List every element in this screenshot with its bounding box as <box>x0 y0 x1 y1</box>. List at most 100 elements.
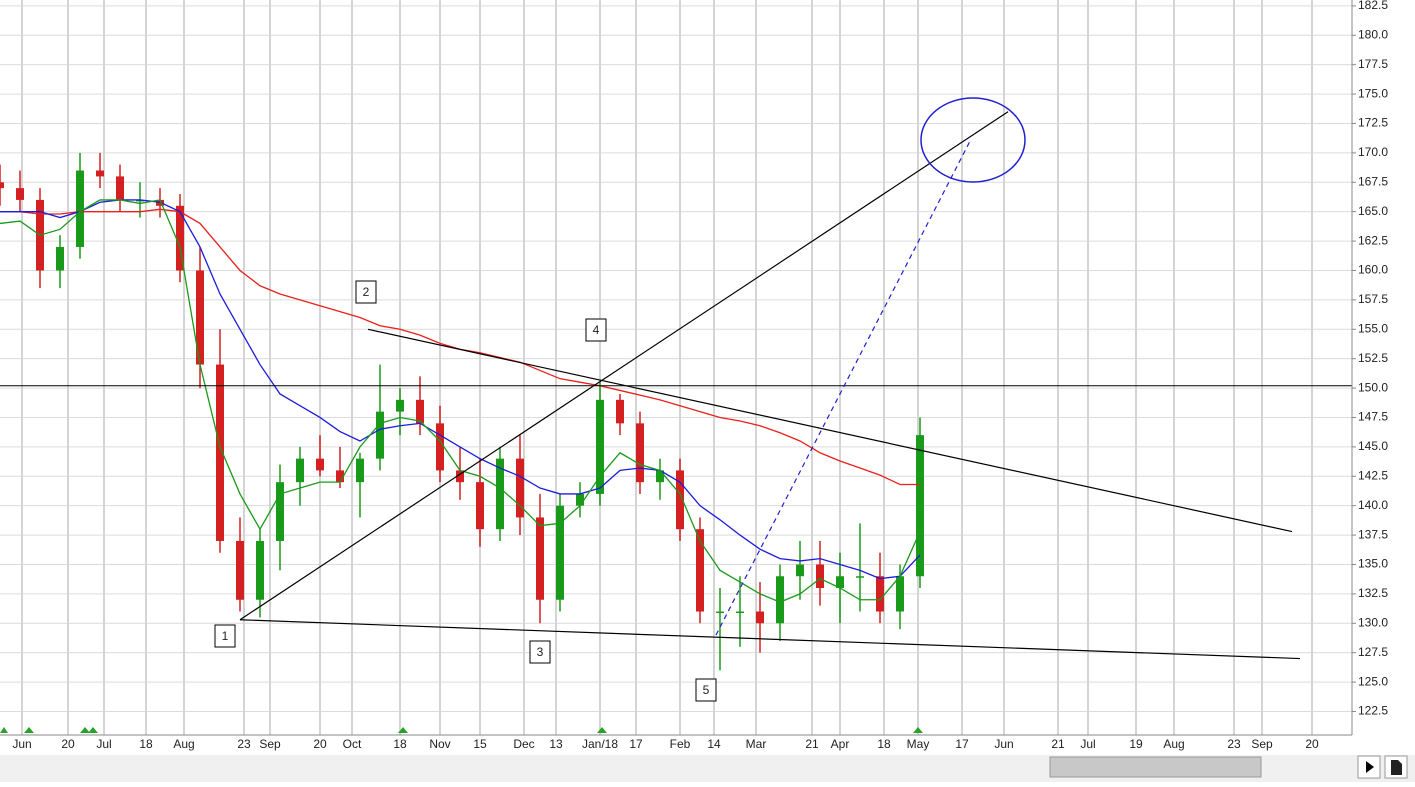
candle-body <box>16 188 24 200</box>
y-tick-label: 132.5 <box>1358 586 1388 600</box>
candle-body <box>556 505 564 600</box>
x-tick-label: 15 <box>473 737 487 751</box>
candle-body <box>616 399 624 424</box>
x-tick-label: Aug <box>173 737 194 751</box>
x-tick-label: 20 <box>313 737 327 751</box>
x-tick-label: 20 <box>61 737 75 751</box>
annotation-label: 3 <box>537 645 544 659</box>
candle-body <box>236 540 244 600</box>
x-tick-label: Aug <box>1163 737 1184 751</box>
candle-body <box>916 435 924 577</box>
x-tick-label: Jun <box>12 737 31 751</box>
candle-body <box>96 170 104 177</box>
signal-markers <box>0 727 923 733</box>
x-tick-label: Jan/18 <box>582 737 618 751</box>
x-tick-label: Jul <box>1080 737 1095 751</box>
annotation-label: 4 <box>593 323 600 337</box>
x-tick-label: 20 <box>1305 737 1319 751</box>
y-tick-label: 160.0 <box>1358 263 1388 277</box>
scroll-thumb[interactable] <box>1049 756 1262 778</box>
x-tick-label: Jul <box>96 737 111 751</box>
x-tick-label: Jun <box>994 737 1013 751</box>
trend-line <box>367 328 1293 533</box>
y-tick-label: 177.5 <box>1358 57 1388 71</box>
y-tick-label: 135.0 <box>1358 557 1388 571</box>
trend-line <box>715 140 971 636</box>
x-tick-label: 13 <box>549 737 563 751</box>
candle-body <box>516 458 524 518</box>
x-tick-label: 14 <box>707 737 721 751</box>
candle-body <box>856 576 864 578</box>
y-tick-label: 165.0 <box>1358 204 1388 218</box>
annotation-label: 2 <box>363 285 370 299</box>
candle-body <box>736 611 744 614</box>
candle-body <box>456 470 464 483</box>
candle-body <box>756 611 764 624</box>
x-tick-label: Oct <box>343 737 362 751</box>
annotation-label: 1 <box>222 629 229 643</box>
annotation-box <box>214 624 236 648</box>
annotation-box <box>695 678 717 702</box>
candle-body <box>196 270 204 365</box>
candle-body <box>416 399 424 424</box>
annotation-box <box>355 280 377 304</box>
y-tick-label: 127.5 <box>1358 645 1388 659</box>
y-tick-label: 142.5 <box>1358 468 1388 482</box>
candle-body <box>896 576 904 612</box>
candle-body <box>816 564 824 588</box>
x-tick-label: Sep <box>1251 737 1273 751</box>
candle-body <box>276 482 284 541</box>
x-tick-label: 23 <box>237 737 251 751</box>
x-tick-label: Mar <box>746 737 767 751</box>
x-tick-label: 17 <box>629 737 643 751</box>
candle-body <box>716 611 724 614</box>
y-tick-label: 162.5 <box>1358 233 1388 247</box>
y-tick-label: 175.0 <box>1358 86 1388 100</box>
candle-body <box>636 423 644 483</box>
candle-body <box>876 576 884 612</box>
candle-body <box>396 399 404 412</box>
x-tick-label: 23 <box>1227 737 1241 751</box>
trend-line <box>239 111 1009 621</box>
x-tick-label: 18 <box>393 737 407 751</box>
trend-line <box>239 619 1301 660</box>
candle-body <box>56 246 64 271</box>
plot-area <box>0 0 1352 735</box>
candle-body <box>536 517 544 600</box>
candle-body <box>696 529 704 612</box>
candle-body <box>836 576 844 588</box>
y-tick-label: 137.5 <box>1358 527 1388 541</box>
y-tick-label: 122.5 <box>1358 704 1388 718</box>
y-tick-label: 170.0 <box>1358 145 1388 159</box>
y-tick-label: 140.0 <box>1358 498 1388 512</box>
x-tick-label: Dec <box>513 737 534 751</box>
y-tick-label: 125.0 <box>1358 674 1388 688</box>
candle-body <box>576 493 584 506</box>
candle-body <box>256 540 264 600</box>
annotation-label: 5 <box>703 683 710 697</box>
x-tick-label: 19 <box>1129 737 1143 751</box>
candle-body <box>296 458 304 483</box>
y-tick-label: 180.0 <box>1358 27 1388 41</box>
arrow-icon <box>1366 761 1374 773</box>
y-tick-label: 145.0 <box>1358 439 1388 453</box>
x-tick-label: Nov <box>429 737 450 751</box>
candle-body <box>436 423 444 471</box>
y-tick-label: 150.0 <box>1358 380 1388 394</box>
y-tick-label: 172.5 <box>1358 116 1388 130</box>
target-circle <box>920 97 1026 183</box>
y-tick-label: 155.0 <box>1358 321 1388 335</box>
x-tick-label: 18 <box>139 737 153 751</box>
candle-body <box>656 470 664 483</box>
y-tick-label: 152.5 <box>1358 351 1388 365</box>
y-tick-label: 147.5 <box>1358 410 1388 424</box>
candle-body <box>76 170 84 247</box>
y-tick-label: 182.5 <box>1358 0 1388 12</box>
y-tick-label: 167.5 <box>1358 174 1388 188</box>
candle-body <box>476 482 484 530</box>
candle-body <box>496 458 504 530</box>
candle-body <box>336 470 344 483</box>
y-tick-label: 130.0 <box>1358 615 1388 629</box>
x-tick-label: Apr <box>831 737 850 751</box>
candle-body <box>596 399 604 494</box>
